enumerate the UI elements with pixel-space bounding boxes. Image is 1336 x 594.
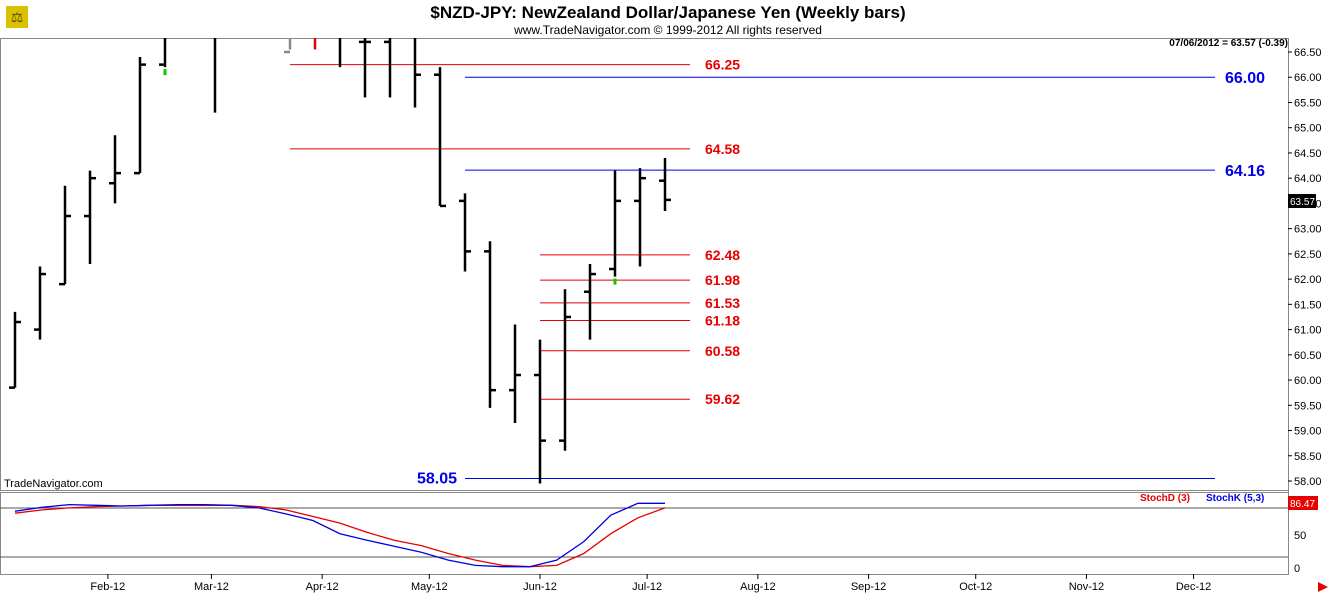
y-tick-label: 64.00 — [1294, 173, 1322, 185]
legend-stochd: StochD (3) — [1140, 493, 1190, 504]
x-tick-label: Mar-12 — [194, 581, 229, 593]
ohlc-bar — [359, 38, 371, 98]
level-label: 64.16 — [1225, 163, 1265, 180]
ohlc-bar — [284, 38, 292, 54]
level-label: 62.48 — [705, 247, 740, 263]
level-label: 66.25 — [705, 57, 740, 73]
x-tick-label: Aug-12 — [740, 581, 775, 593]
ohlc-bar — [509, 324, 521, 423]
y-tick-label: 64.50 — [1294, 148, 1322, 160]
x-tick-label: May-12 — [411, 581, 448, 593]
level-label: 61.98 — [705, 272, 740, 288]
x-tick-label: Jun-12 — [523, 581, 557, 593]
y-tick-label: 65.50 — [1294, 97, 1322, 109]
axes: 66.5066.0065.5065.0064.5064.0063.5063.00… — [0, 38, 1322, 593]
ohlc-bar — [9, 311, 21, 389]
y-tick-label: 62.50 — [1294, 249, 1322, 261]
y-tick-label: 61.00 — [1294, 325, 1322, 337]
chart-subtitle: www.TradeNavigator.com © 1999-2012 All r… — [513, 23, 822, 37]
ohlc-bar — [484, 241, 496, 408]
last-quote: 07/06/2012 = 63.57 (-0.39) — [1169, 38, 1288, 49]
x-tick-label: Sep-12 — [851, 581, 886, 593]
y-tick-label: 60.00 — [1294, 375, 1322, 387]
ohlc-bar — [109, 135, 121, 204]
ohlc-bar — [413, 38, 421, 108]
ohlc-bar — [384, 38, 392, 98]
stoch-y-label: 0 — [1294, 563, 1300, 575]
x-tick-label: Oct-12 — [959, 581, 992, 593]
watermark: TradeNavigator.com — [4, 478, 103, 490]
level-label: 58.05 — [417, 470, 457, 487]
price-frame — [0, 38, 1289, 491]
up-marker — [163, 69, 167, 76]
stochastic-lines — [0, 502, 1288, 568]
logo-icon: ⚖ — [6, 6, 28, 28]
level-label: 60.58 — [705, 343, 740, 359]
ohlc-bar — [584, 263, 596, 340]
svg-text:63.57: 63.57 — [1290, 197, 1315, 208]
y-tick-label: 66.50 — [1294, 47, 1322, 59]
ohlc-bar — [559, 289, 571, 451]
x-tick-label: Nov-12 — [1069, 581, 1104, 593]
stoch-value: 86.47 — [1290, 499, 1315, 510]
ohlc-bar — [534, 339, 546, 484]
y-tick-label: 58.50 — [1294, 451, 1322, 463]
level-label: 66.00 — [1225, 70, 1265, 87]
up-marker — [613, 278, 617, 285]
svg-text:⚖: ⚖ — [11, 9, 24, 25]
y-tick-label: 63.00 — [1294, 224, 1322, 236]
stoch-value-tag: 86.47 — [1288, 496, 1318, 510]
ohlc-bar — [84, 170, 96, 264]
ohlc-bar — [609, 170, 621, 285]
legend-stochk: StochK (5,3) — [1206, 493, 1264, 504]
ohlc-bar — [459, 193, 471, 272]
ohlc-bar — [59, 185, 71, 286]
ohlc-bar — [159, 38, 167, 76]
x-tick-label: Dec-12 — [1176, 581, 1211, 593]
y-tick-label: 59.00 — [1294, 426, 1322, 438]
last-price-tag: 63.57 — [1288, 194, 1316, 208]
x-tick-label: Apr-12 — [306, 581, 339, 593]
y-tick-label: 60.50 — [1294, 350, 1322, 362]
x-tick-label: Jul-12 — [632, 581, 662, 593]
ohlc-bar — [634, 168, 646, 267]
level-label: 59.62 — [705, 391, 740, 407]
price-bars — [9, 38, 671, 484]
stoch-line — [14, 502, 665, 568]
level-label: 61.18 — [705, 313, 740, 329]
y-tick-label: 66.00 — [1294, 72, 1322, 84]
ohlc-bar — [434, 67, 446, 208]
y-tick-label: 65.00 — [1294, 123, 1322, 135]
stoch-y-label: 50 — [1294, 530, 1306, 542]
ohlc-bar — [134, 57, 146, 175]
ohlc-bar — [659, 157, 671, 211]
level-label: 61.53 — [705, 295, 740, 311]
ohlc-bar — [34, 266, 46, 340]
chart-title: $NZD-JPY: NewZealand Dollar/Japanese Yen… — [430, 3, 905, 22]
y-tick-label: 62.00 — [1294, 274, 1322, 286]
level-label: 64.58 — [705, 141, 740, 157]
y-tick-label: 59.50 — [1294, 400, 1322, 412]
y-tick-label: 58.00 — [1294, 476, 1322, 488]
y-tick-label: 61.50 — [1294, 299, 1322, 311]
scroll-right-arrow[interactable] — [1318, 582, 1328, 592]
fib-levels: 66.25 66.00 64.58 64.16 62.48 61.98 61.53 61.18… — [290, 57, 1265, 487]
x-tick-label: Feb-12 — [90, 581, 125, 593]
